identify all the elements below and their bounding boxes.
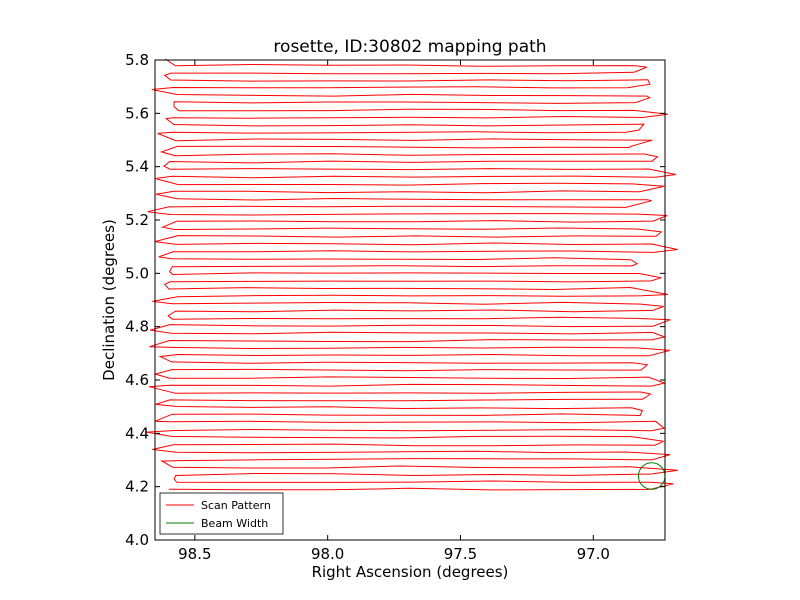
y-tick-label: 5.6 xyxy=(125,104,149,122)
y-tick-label: 5.0 xyxy=(125,264,149,282)
y-tick-label: 4.0 xyxy=(125,531,149,549)
axes-frame xyxy=(154,59,666,541)
legend-box xyxy=(159,492,284,535)
y-axis-label: Declination (degrees) xyxy=(100,219,118,381)
legend-label-beam-width: Beam Width xyxy=(201,517,268,530)
y-tick-label: 4.6 xyxy=(125,371,149,389)
legend-label-scan-pattern: Scan Pattern xyxy=(201,499,271,512)
y-tick-label: 5.8 xyxy=(125,51,149,69)
x-axis-label: Right Ascension (degrees) xyxy=(312,563,509,581)
x-tick-label: 97.0 xyxy=(577,545,610,563)
y-tick-label: 4.4 xyxy=(125,424,149,442)
y-axis-ticks: 4.0 4.2 4.4 4.6 4.8 5.0 5.2 5.4 5.6 5.8 xyxy=(125,51,665,549)
y-tick-label: 5.2 xyxy=(125,211,149,229)
x-tick-label: 97.5 xyxy=(444,545,477,563)
legend: Scan Pattern Beam Width xyxy=(159,492,284,535)
x-tick-label: 98.0 xyxy=(311,545,344,563)
y-tick-label: 4.8 xyxy=(125,318,149,336)
x-tick-label: 98.5 xyxy=(178,545,211,563)
y-tick-label: 4.2 xyxy=(125,478,149,496)
scan-pattern-series xyxy=(146,58,678,491)
scan-pattern-line xyxy=(146,58,678,491)
chart-title: rosette, ID:30802 mapping path xyxy=(273,37,546,57)
y-tick-label: 5.4 xyxy=(125,158,149,176)
x-axis-ticks: 98.5 98.0 97.5 97.0 xyxy=(178,60,610,563)
